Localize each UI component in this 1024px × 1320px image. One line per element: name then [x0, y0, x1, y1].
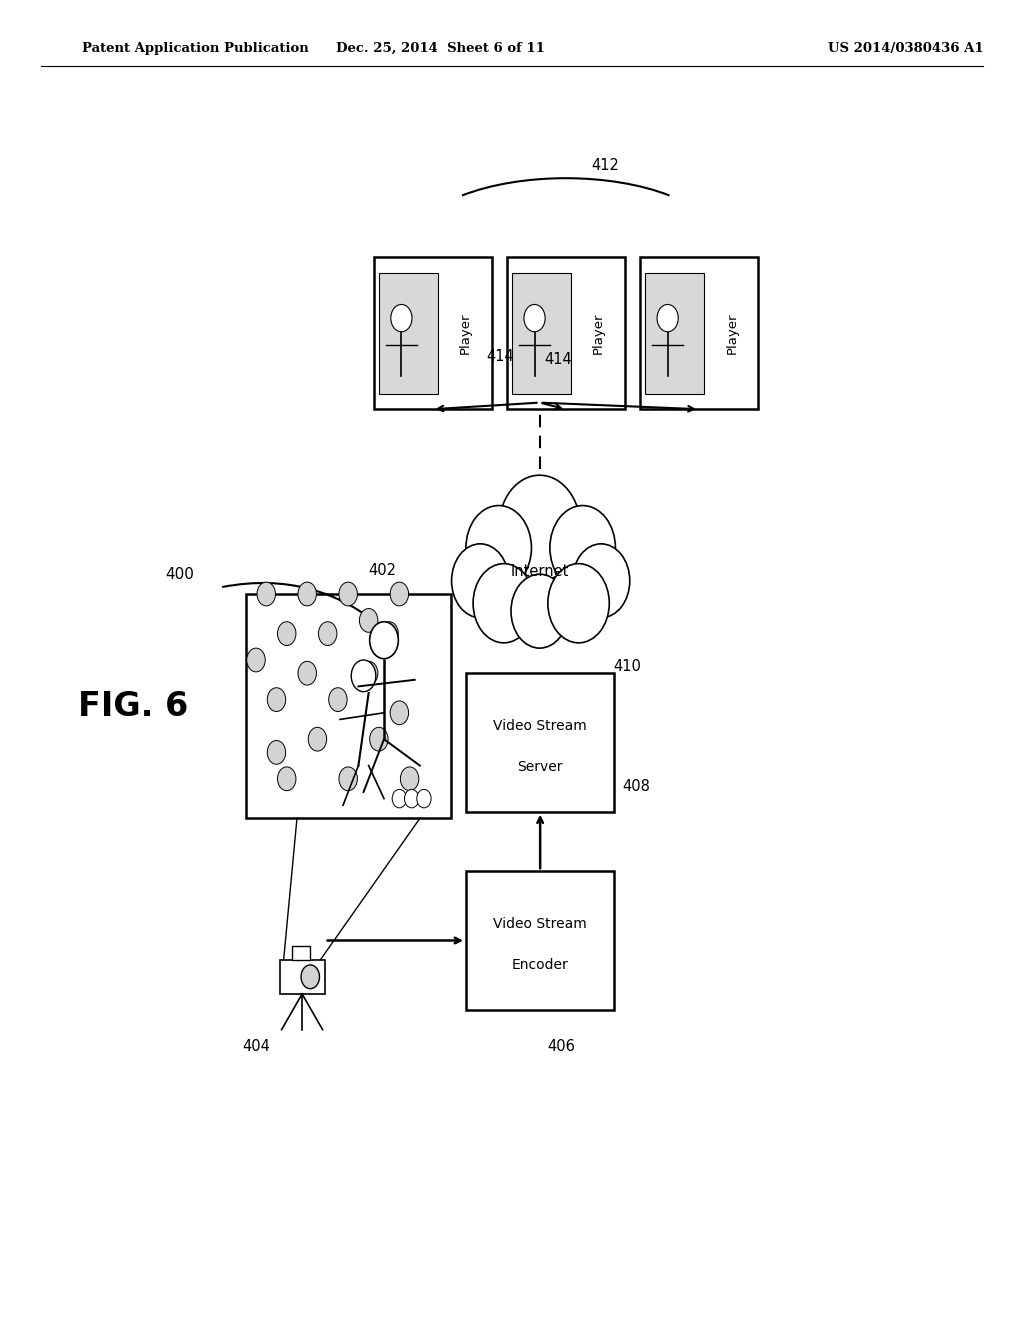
- Circle shape: [511, 574, 568, 648]
- Circle shape: [278, 622, 296, 645]
- Text: FIG. 6: FIG. 6: [78, 689, 188, 722]
- FancyBboxPatch shape: [645, 273, 705, 395]
- Text: 414: 414: [486, 348, 514, 364]
- Circle shape: [380, 622, 398, 645]
- Text: 406: 406: [548, 1039, 575, 1053]
- Circle shape: [370, 727, 388, 751]
- FancyBboxPatch shape: [292, 946, 310, 960]
- Circle shape: [359, 609, 378, 632]
- Circle shape: [267, 688, 286, 711]
- FancyBboxPatch shape: [280, 960, 325, 994]
- Circle shape: [390, 701, 409, 725]
- Circle shape: [404, 789, 419, 808]
- Text: 408: 408: [623, 779, 650, 795]
- FancyBboxPatch shape: [466, 871, 614, 1010]
- Text: Encoder: Encoder: [512, 958, 568, 973]
- Circle shape: [370, 622, 398, 659]
- Text: 404: 404: [242, 1039, 270, 1053]
- Circle shape: [257, 582, 275, 606]
- Circle shape: [392, 789, 407, 808]
- Circle shape: [466, 506, 531, 590]
- Text: Dec. 25, 2014  Sheet 6 of 11: Dec. 25, 2014 Sheet 6 of 11: [336, 42, 545, 54]
- Circle shape: [359, 661, 378, 685]
- Text: Server: Server: [517, 760, 563, 775]
- FancyBboxPatch shape: [507, 257, 625, 409]
- Circle shape: [339, 582, 357, 606]
- Circle shape: [452, 544, 509, 618]
- Text: 410: 410: [613, 659, 641, 675]
- FancyBboxPatch shape: [466, 673, 614, 812]
- Text: Video Stream: Video Stream: [494, 917, 587, 931]
- Circle shape: [267, 741, 286, 764]
- FancyBboxPatch shape: [374, 257, 492, 409]
- Circle shape: [318, 622, 337, 645]
- Circle shape: [301, 965, 319, 989]
- FancyBboxPatch shape: [640, 257, 758, 409]
- Circle shape: [657, 305, 678, 331]
- Circle shape: [499, 475, 581, 581]
- Text: Internet: Internet: [510, 564, 569, 579]
- Text: Patent Application Publication: Patent Application Publication: [82, 42, 308, 54]
- Text: Player: Player: [459, 313, 472, 354]
- Text: US 2014/0380436 A1: US 2014/0380436 A1: [828, 42, 984, 54]
- Circle shape: [572, 544, 630, 618]
- Text: 402: 402: [369, 564, 396, 578]
- FancyBboxPatch shape: [379, 273, 438, 395]
- Text: 414: 414: [545, 351, 572, 367]
- Text: Player: Player: [592, 313, 605, 354]
- Text: Player: Player: [725, 313, 738, 354]
- Circle shape: [329, 688, 347, 711]
- Circle shape: [298, 582, 316, 606]
- FancyBboxPatch shape: [512, 273, 571, 395]
- Text: Video Stream: Video Stream: [494, 719, 587, 733]
- Circle shape: [390, 582, 409, 606]
- Circle shape: [308, 727, 327, 751]
- Circle shape: [417, 789, 431, 808]
- Circle shape: [473, 564, 535, 643]
- Circle shape: [351, 660, 376, 692]
- Circle shape: [339, 767, 357, 791]
- FancyBboxPatch shape: [246, 594, 451, 818]
- Circle shape: [278, 767, 296, 791]
- Circle shape: [524, 305, 545, 331]
- Circle shape: [391, 305, 412, 331]
- Circle shape: [298, 661, 316, 685]
- Circle shape: [247, 648, 265, 672]
- Text: 400: 400: [165, 566, 194, 582]
- Circle shape: [400, 767, 419, 791]
- Circle shape: [550, 506, 615, 590]
- Text: 412: 412: [592, 157, 620, 173]
- Circle shape: [548, 564, 609, 643]
